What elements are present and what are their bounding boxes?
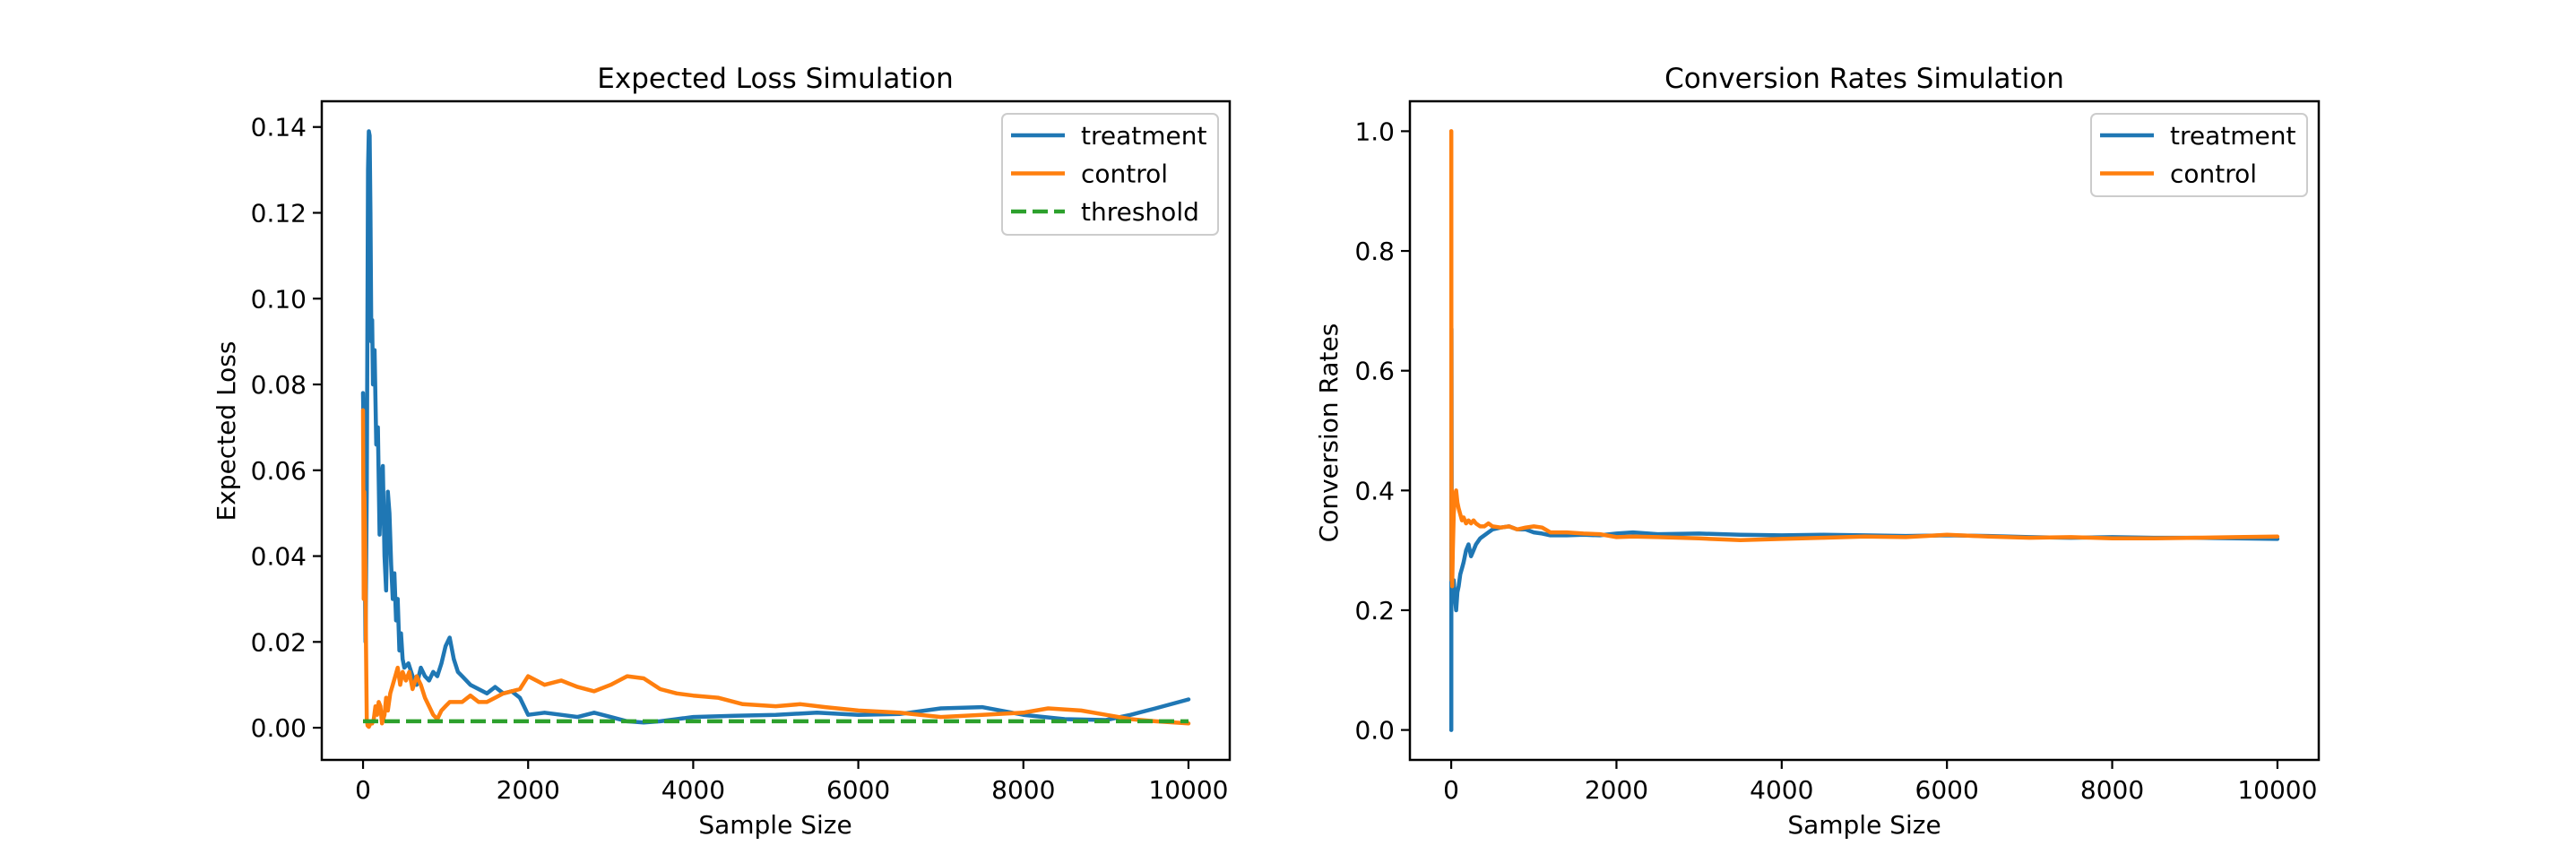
x-tick-label: 2000 xyxy=(497,775,560,805)
y-axis-label: Expected Loss xyxy=(212,341,241,522)
y-tick-label: 0.0 xyxy=(1354,716,1395,746)
x-tick-label: 2000 xyxy=(1585,775,1648,805)
x-axis: 0 2000 4000 6000 8000 10000 xyxy=(355,760,1228,805)
y-tick-label: 0.14 xyxy=(251,113,307,142)
series-line-control xyxy=(1448,129,2280,589)
x-axis-label: Sample Size xyxy=(1787,810,1941,840)
x-tick-label: 8000 xyxy=(2080,775,2144,805)
expected-loss-chart: Expected Loss Simulation 0 2000 4000 6000 80… xyxy=(212,63,1232,840)
plot-area xyxy=(1448,129,2280,732)
chart-title: Conversion Rates Simulation xyxy=(1664,63,2064,95)
x-tick-label: 4000 xyxy=(661,775,725,805)
y-tick-label: 0.02 xyxy=(251,627,307,657)
x-tick-label: 6000 xyxy=(826,775,890,805)
y-tick-label: 1.0 xyxy=(1354,116,1395,146)
y-tick-label: 0.10 xyxy=(251,284,307,314)
y-axis: 0.0 0.2 0.4 0.6 0.8 1.0 xyxy=(1354,116,1410,746)
legend-label-treatment: treatment xyxy=(1081,121,1206,151)
chart-title: Expected Loss Simulation xyxy=(597,63,953,95)
y-tick-label: 0.8 xyxy=(1354,237,1395,266)
y-tick-label: 0.08 xyxy=(251,370,307,400)
legend-label-control: control xyxy=(1081,160,1168,189)
y-tick-label: 0.06 xyxy=(251,456,307,486)
x-tick-label: 4000 xyxy=(1750,775,1813,805)
y-tick-label: 0.4 xyxy=(1354,476,1395,505)
series-line-control xyxy=(360,408,1191,729)
x-axis-label: Sample Size xyxy=(698,810,851,840)
legend-label-threshold: threshold xyxy=(1081,197,1199,227)
legend: treatment control threshold xyxy=(1001,113,1219,236)
x-tick-label: 10000 xyxy=(1148,775,1228,805)
legend-box xyxy=(1001,113,1219,236)
x-tick-label: 10000 xyxy=(2237,775,2317,805)
x-tick-label: 8000 xyxy=(991,775,1055,805)
y-tick-label: 0.2 xyxy=(1354,596,1395,625)
conversion-rates-chart: Conversion Rates Simulation 0 2000 4000 600… xyxy=(1314,63,2321,840)
y-axis-label: Conversion Rates xyxy=(1314,323,1344,543)
x-axis: 0 2000 4000 6000 8000 10000 xyxy=(1443,760,2317,805)
y-tick-label: 0.00 xyxy=(251,713,307,743)
legend-label-control: control xyxy=(2170,160,2257,189)
y-tick-label: 0.12 xyxy=(251,198,307,228)
x-tick-label: 0 xyxy=(355,775,371,805)
legend-label-treatment: treatment xyxy=(2170,121,2295,151)
x-tick-label: 6000 xyxy=(1915,775,1979,805)
y-tick-label: 0.6 xyxy=(1354,357,1395,386)
series-line-treatment xyxy=(1448,326,2280,732)
y-tick-label: 0.04 xyxy=(251,542,307,572)
axes-frame xyxy=(1408,99,2321,762)
plot-area xyxy=(360,129,1191,729)
legend: treatment control xyxy=(2090,113,2308,197)
x-tick-label: 0 xyxy=(1443,775,1459,805)
axes-frame xyxy=(320,99,1232,762)
series-line-treatment xyxy=(360,129,1191,725)
y-axis: 0.00 0.02 0.04 0.06 0.08 0.10 0.12 0.14 xyxy=(251,113,322,743)
